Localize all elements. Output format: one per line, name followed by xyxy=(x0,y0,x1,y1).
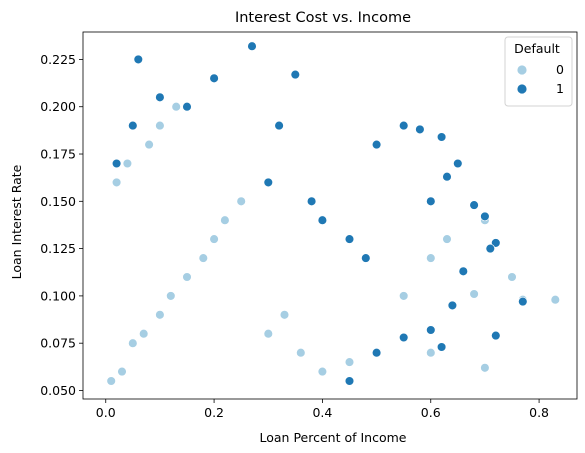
scatter-point-series-0 xyxy=(507,272,517,282)
y-tick-label: 0.175 xyxy=(40,147,76,162)
scatter-point-series-0 xyxy=(128,338,138,348)
scatter-point-series-1 xyxy=(247,41,257,51)
scatter-point-series-1 xyxy=(398,332,409,343)
scatter-point-series-1 xyxy=(133,54,144,65)
scatter-point-series-0 xyxy=(480,363,490,373)
scatter-point-series-0 xyxy=(263,328,274,339)
scatter-point-series-1 xyxy=(436,132,447,142)
legend-marker-0 xyxy=(516,64,528,76)
scatter-point-series-1 xyxy=(263,177,274,188)
scatter-layer xyxy=(106,41,561,386)
scatter-point-series-0 xyxy=(117,366,127,377)
scatter-point-series-1 xyxy=(491,330,501,341)
scatter-point-series-0 xyxy=(550,294,561,305)
scatter-point-series-1 xyxy=(344,376,355,386)
scatter-point-series-0 xyxy=(171,101,181,112)
y-tick-label: 0.050 xyxy=(40,383,76,398)
scatter-point-series-1 xyxy=(274,120,284,131)
scatter-point-series-1 xyxy=(442,171,452,182)
scatter-point-series-1 xyxy=(436,342,447,352)
scatter-point-series-1 xyxy=(485,243,496,254)
scatter-point-series-1 xyxy=(290,69,301,80)
scatter-point-series-0 xyxy=(138,328,149,339)
scatter-point-series-0 xyxy=(296,347,306,358)
scatter-point-series-1 xyxy=(447,300,458,311)
scatter-point-series-0 xyxy=(144,139,154,150)
legend: Default 0 1 xyxy=(504,36,573,107)
scatter-point-series-1 xyxy=(111,158,122,169)
x-tick-label: 0.0 xyxy=(96,405,116,420)
scatter-point-series-0 xyxy=(426,347,436,358)
scatter-point-series-1 xyxy=(491,238,501,248)
x-tick-label: 0.6 xyxy=(421,405,441,420)
y-tick-label: 0.075 xyxy=(40,336,76,351)
x-axis-label: Loan Percent of Income xyxy=(260,430,407,445)
scatter-point-series-0 xyxy=(279,310,290,320)
scatter-point-series-1 xyxy=(209,73,219,84)
scatter-point-series-1 xyxy=(518,296,528,307)
y-tick-label: 0.100 xyxy=(40,288,76,303)
legend-label-1: 1 xyxy=(556,81,564,96)
scatter-point-series-0 xyxy=(166,291,176,301)
scatter-point-series-1 xyxy=(155,92,165,103)
scatter-point-series-0 xyxy=(106,376,116,386)
scatter-point-series-1 xyxy=(469,200,479,210)
scatter-point-series-0 xyxy=(182,272,192,282)
scatter-point-series-0 xyxy=(155,120,165,131)
scatter-point-series-0 xyxy=(469,289,479,299)
scatter-point-series-1 xyxy=(426,196,436,207)
scatter-point-series-0 xyxy=(236,196,246,207)
scatter-point-series-1 xyxy=(426,325,436,335)
scatter-point-series-0 xyxy=(198,253,209,263)
scatter-point-series-1 xyxy=(371,347,382,358)
scatter-point-series-1 xyxy=(415,124,425,135)
scatter-point-series-0 xyxy=(111,177,122,188)
scatter-point-series-0 xyxy=(122,158,133,169)
scatter-point-series-0 xyxy=(317,366,328,377)
axis-ticks: 0.0 0.2 0.4 0.6 0.8 0.050 0.075 0.100 0.125 0.150… xyxy=(40,52,549,420)
x-tick-label: 0.4 xyxy=(312,405,332,420)
scatter-point-series-1 xyxy=(398,120,409,131)
x-tick-label: 0.2 xyxy=(204,405,224,420)
legend-label-0: 0 xyxy=(556,62,564,77)
scatter-point-series-1 xyxy=(361,253,371,263)
scatter-point-series-0 xyxy=(344,357,355,367)
scatter-point-series-0 xyxy=(442,234,452,244)
scatter-point-series-1 xyxy=(480,211,490,222)
scatter-point-series-0 xyxy=(209,234,219,244)
scatter-point-series-1 xyxy=(317,215,328,225)
scatter-point-series-1 xyxy=(128,120,138,131)
scatter-point-series-1 xyxy=(458,266,469,277)
scatter-point-series-1 xyxy=(306,196,317,207)
scatter-point-series-1 xyxy=(182,101,192,112)
scatter-point-series-1 xyxy=(453,158,463,169)
y-tick-label: 0.200 xyxy=(40,99,76,114)
scatter-point-series-0 xyxy=(426,253,436,263)
scatter-point-series-1 xyxy=(371,139,382,150)
legend-marker-1 xyxy=(516,83,528,95)
plot-frame xyxy=(82,31,578,400)
y-tick-label: 0.125 xyxy=(40,241,76,256)
y-axis-label: Loan Interest Rate xyxy=(9,164,24,279)
scatter-point-series-0 xyxy=(220,215,230,225)
y-tick-label: 0.225 xyxy=(40,52,76,67)
scatter-point-series-0 xyxy=(398,291,409,301)
scatter-point-series-1 xyxy=(344,234,355,244)
legend-title: Default xyxy=(514,41,560,56)
y-tick-label: 0.150 xyxy=(40,194,76,209)
chart-title: Interest Cost vs. Income xyxy=(235,10,411,26)
scatter-point-series-0 xyxy=(155,310,165,320)
x-tick-label: 0.8 xyxy=(529,405,549,420)
